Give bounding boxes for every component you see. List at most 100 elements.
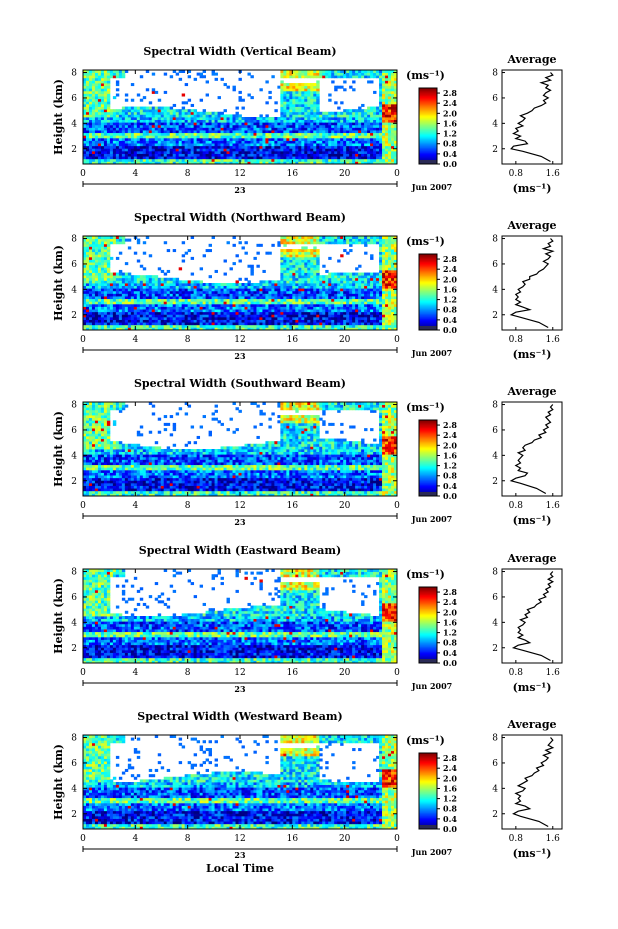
profile-plot: Average 2 4 6 8 0.8 1.6 (ms⁻¹) [492, 552, 563, 694]
colorbar-tick-label: 2.0 [443, 440, 457, 450]
x-tick-label: 4 [132, 834, 138, 844]
heatmap-title: Spectral Width (Westward Beam) [137, 710, 342, 723]
y-axis-label: Height (km) [52, 411, 65, 487]
colorbar-tick-label: 0.4 [443, 315, 457, 325]
x-tick-label: 4 [132, 668, 138, 678]
profile-y-tick-label: 8 [492, 568, 498, 578]
x-tick-label: 0 [80, 668, 86, 678]
colorbar: 0.00.40.81.21.62.02.42.8 [418, 586, 457, 668]
x-tick-label: 20 [339, 335, 351, 345]
profile-x-tick-label: 0.8 [509, 668, 524, 678]
y-tick-label: 8 [71, 568, 77, 578]
colorbar-band [419, 492, 437, 496]
panel-4: Spectral Width (Eastward Beam) 2 4 6 8 Height… [52, 544, 563, 694]
y-tick-label: 4 [71, 119, 77, 129]
colorbar-tick-label: 2.8 [443, 88, 457, 98]
profile-y-tick-label: 4 [492, 285, 498, 295]
profile-plot: Average 2 4 6 8 0.8 1.6 (ms⁻¹) [492, 219, 563, 361]
x-tick-label: 20 [339, 169, 351, 179]
profile-x-tick-label: 0.8 [509, 834, 524, 844]
x-tick-label: 8 [185, 834, 191, 844]
date-month-year: Jun 2007 [411, 681, 452, 691]
colorbar-unit: (ms⁻¹) [406, 734, 445, 747]
y-tick-label: 6 [71, 260, 77, 270]
colorbar-band [419, 326, 437, 330]
date-day: 23 [234, 850, 246, 860]
heatmap-title: Spectral Width (Southward Beam) [134, 377, 346, 390]
colorbar-tick-label: 0.4 [443, 481, 457, 491]
x-tick-label: 16 [287, 501, 299, 511]
colorbar: 0.00.40.81.21.62.02.42.8 [418, 419, 457, 501]
x-tick-label: 16 [287, 335, 299, 345]
date-month-year: Jun 2007 [411, 348, 452, 358]
colorbar-tick-label: 2.8 [443, 587, 457, 597]
colorbar-tick-label: 2.4 [443, 264, 457, 274]
profile-x-tick-label: 0.8 [509, 335, 524, 345]
y-tick-label: 2 [71, 145, 77, 155]
x-tick-label: 8 [185, 501, 191, 511]
colorbar-tick-label: 1.6 [443, 783, 457, 793]
profile-x-label: (ms⁻¹) [513, 681, 552, 694]
y-tick-label: 8 [71, 235, 77, 245]
x-axis-label: Local Time [206, 862, 274, 875]
colorbar-unit: (ms⁻¹) [406, 69, 445, 82]
x-tick-label: 16 [287, 834, 299, 844]
profile-line [511, 571, 555, 662]
colorbar-tick-label: 1.6 [443, 118, 457, 128]
profile-x-tick-label: 1.6 [546, 501, 561, 511]
heatmap-cells [83, 569, 398, 664]
panel-1: Spectral Width (Vertical Beam) 2 4 6 8 Height… [52, 45, 563, 195]
x-tick-label: 8 [185, 335, 191, 345]
y-tick-label: 4 [71, 784, 77, 794]
heatmap-cells [83, 236, 398, 331]
profile-y-tick-label: 2 [492, 311, 498, 321]
x-tick-label: 12 [234, 335, 245, 345]
y-axis-label: Height (km) [52, 744, 65, 820]
colorbar-tick-label: 0.0 [443, 325, 457, 335]
colorbar-tick-label: 1.2 [443, 461, 457, 471]
colorbar-tick-label: 0.8 [443, 305, 457, 315]
colorbar-tick-label: 2.0 [443, 274, 457, 284]
profile-x-tick-label: 1.6 [546, 668, 561, 678]
colorbar-tick-label: 1.2 [443, 794, 457, 804]
profile-x-tick-label: 1.6 [546, 834, 561, 844]
profile-x-tick-label: 1.6 [546, 169, 561, 179]
profile-x-label: (ms⁻¹) [513, 182, 552, 195]
colorbar-frame [418, 752, 438, 830]
colorbar-tick-label: 2.4 [443, 597, 457, 607]
profile-title: Average [506, 53, 556, 66]
profile-plot: Average 2 4 6 8 0.8 1.6 (ms⁻¹) [492, 53, 563, 195]
profile-y-tick-label: 2 [492, 145, 498, 155]
y-tick-label: 6 [71, 94, 77, 104]
y-tick-label: 8 [71, 734, 77, 744]
profile-y-tick-label: 4 [492, 618, 498, 628]
colorbar-tick-label: 1.2 [443, 129, 457, 139]
profile-y-tick-label: 4 [492, 784, 498, 794]
x-tick-label: 0 [394, 169, 400, 179]
colorbar-tick-label: 0.4 [443, 814, 457, 824]
colorbar: 0.00.40.81.21.62.02.42.8 [418, 752, 457, 834]
x-tick-label: 20 [339, 834, 351, 844]
colorbar-tick-label: 0.0 [443, 491, 457, 501]
colorbar-tick-label: 1.6 [443, 450, 457, 460]
colorbar-tick-label: 0.8 [443, 804, 457, 814]
heatmap-title: Spectral Width (Vertical Beam) [143, 45, 336, 58]
profile-line [509, 404, 554, 495]
date-day: 23 [234, 684, 246, 694]
x-tick-label: 0 [394, 501, 400, 511]
x-tick-label: 8 [185, 668, 191, 678]
x-tick-label: 0 [394, 335, 400, 345]
colorbar-unit: (ms⁻¹) [406, 235, 445, 248]
profile-x-tick-label: 0.8 [509, 501, 524, 511]
profile-x-label: (ms⁻¹) [513, 847, 552, 860]
x-tick-label: 4 [132, 169, 138, 179]
panel-5: Spectral Width (Westward Beam) 2 4 6 8 Height… [52, 710, 563, 875]
x-tick-label: 0 [80, 169, 86, 179]
colorbar-tick-label: 2.4 [443, 98, 457, 108]
colorbar-band [419, 825, 437, 829]
profile-y-tick-label: 8 [492, 69, 498, 79]
x-tick-label: 12 [234, 834, 245, 844]
profile-y-tick-label: 6 [492, 260, 498, 270]
colorbar-tick-label: 2.4 [443, 430, 457, 440]
